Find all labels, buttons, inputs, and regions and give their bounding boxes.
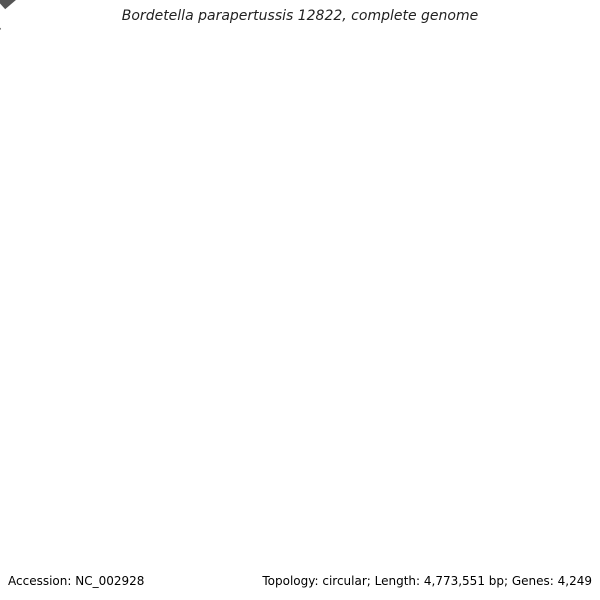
accession-text: Accession: NC_002928 [8, 574, 145, 588]
dark-feature [0, 0, 17, 10]
scale-ticks: 874 kbp875 kbp876 kbp877 kbp878 kbp879 k… [0, 0, 71, 96]
genome-summary: Topology: circular; Length: 4,773,551 bp… [262, 574, 592, 588]
gene-features [0, 0, 17, 10]
map-title: Bordetella parapertussis 12822, complete… [121, 8, 479, 24]
